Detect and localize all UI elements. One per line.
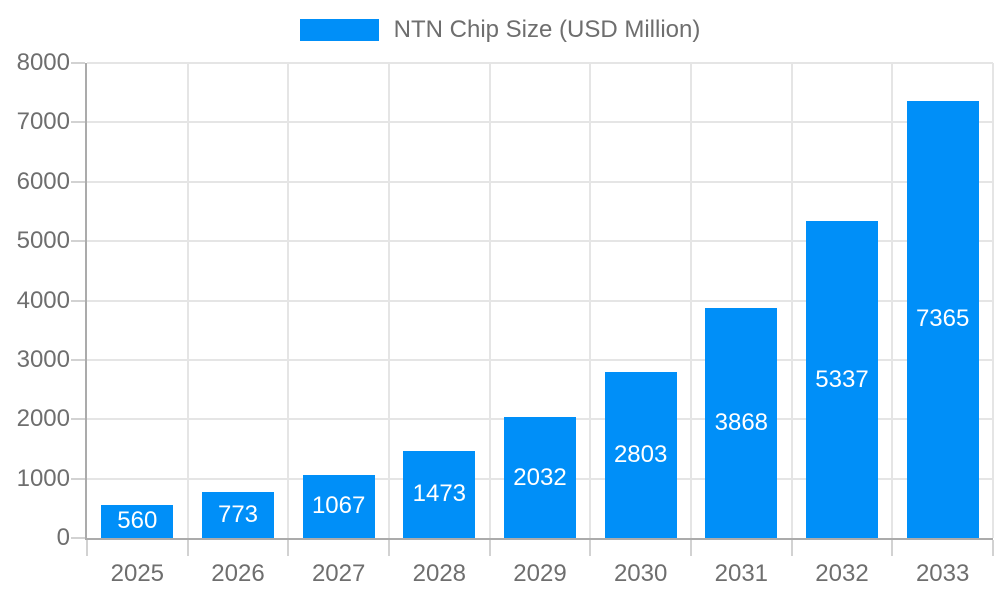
y-axis-tick (71, 240, 85, 243)
y-axis-tick-label: 7000 (16, 108, 70, 136)
bar: 3868 (705, 308, 778, 538)
bar: 2803 (604, 371, 677, 538)
bar: 1473 (403, 450, 476, 538)
y-gridline (87, 358, 993, 361)
x-gridline (891, 63, 894, 538)
y-axis-tick (71, 62, 85, 64)
bar-value-label: 3868 (714, 409, 769, 437)
x-gridline (992, 63, 994, 538)
x-axis-tick (488, 540, 491, 556)
bar: 1067 (302, 474, 375, 538)
legend: NTN Chip Size (USD Million) (0, 16, 1000, 44)
bar: 5337 (806, 221, 878, 538)
x-axis-tick-label: 2026 (211, 560, 265, 587)
bar: 773 (202, 492, 274, 538)
y-axis-tick-label: 5000 (16, 227, 70, 255)
y-axis-tick (71, 121, 85, 124)
x-axis-tick-label: 2033 (915, 560, 970, 587)
y-gridline (87, 240, 993, 243)
bar-value-label: 7365 (915, 305, 970, 333)
y-axis-tick-label: 6000 (16, 167, 70, 195)
legend-marker-icon (299, 19, 379, 41)
x-axis-tick (690, 540, 692, 556)
x-gridline (690, 63, 692, 538)
x-axis-tick (992, 540, 994, 556)
bar-value-label: 560 (117, 507, 158, 535)
bar-value-label: 1067 (311, 492, 366, 520)
x-gridline (589, 63, 592, 538)
bar: 560 (101, 504, 174, 538)
x-axis-tick-label: 2032 (815, 560, 869, 587)
x-axis-tick (86, 540, 88, 556)
y-axis-tick (71, 358, 85, 361)
y-axis-tick (71, 477, 85, 480)
x-gridline (287, 63, 290, 538)
y-axis-tick (71, 418, 85, 421)
y-axis-tick (71, 180, 85, 183)
x-axis-tick-label: 2027 (311, 560, 366, 587)
legend-label: NTN Chip Size (USD Million) (393, 16, 701, 43)
bar: 2032 (504, 417, 576, 538)
x-axis-tick-label: 2030 (613, 560, 668, 587)
x-axis-tick (388, 540, 390, 556)
x-axis-tick (287, 540, 290, 556)
x-axis-tick-label: 2031 (714, 560, 769, 587)
x-axis-tick (589, 540, 592, 556)
y-gridline (87, 121, 993, 124)
legend-item[interactable]: NTN Chip Size (USD Million) (299, 16, 701, 44)
y-axis-tick (71, 299, 85, 302)
x-gridline (388, 63, 390, 538)
plot-area (85, 63, 993, 540)
y-axis-tick-label: 4000 (16, 286, 70, 314)
y-axis-tick-label: 0 (56, 524, 70, 551)
x-axis-tick-label: 2029 (513, 560, 567, 587)
x-axis-tick (186, 540, 189, 556)
x-axis-tick (790, 540, 793, 556)
x-axis-tick (891, 540, 894, 556)
bar: 7365 (906, 100, 979, 538)
y-axis-tick-label: 1000 (16, 464, 70, 492)
bar-value-label: 1473 (412, 480, 467, 508)
x-gridline (186, 63, 189, 538)
bar-value-label: 5337 (815, 365, 869, 393)
x-gridline (488, 63, 491, 538)
x-axis-tick-label: 2025 (110, 560, 165, 587)
bar-value-label: 773 (217, 501, 259, 529)
bar-value-label: 2803 (613, 440, 668, 468)
bar-value-label: 2032 (513, 463, 567, 491)
x-axis-tick-label: 2028 (412, 560, 467, 587)
y-gridline (87, 299, 993, 302)
y-axis-tick (71, 537, 85, 539)
y-gridline (87, 62, 993, 64)
x-gridline (790, 63, 793, 538)
y-gridline (87, 180, 993, 183)
y-axis-tick-label: 3000 (16, 345, 70, 373)
y-axis-tick-label: 8000 (16, 49, 70, 76)
y-axis-tick-label: 2000 (16, 405, 70, 433)
